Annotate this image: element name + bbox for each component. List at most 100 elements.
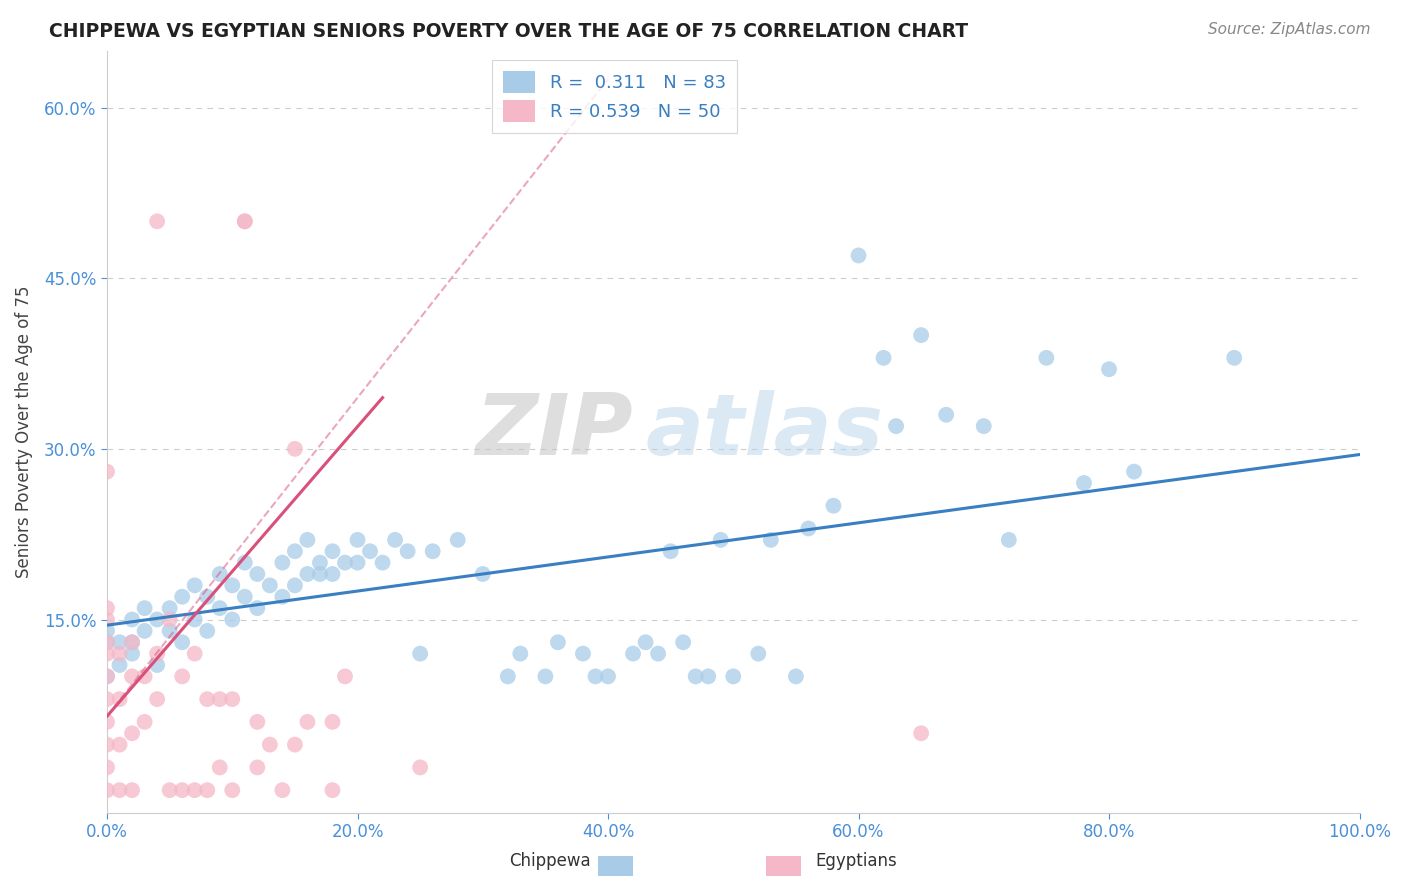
Point	[246, 714, 269, 729]
Point	[121, 647, 143, 661]
Point	[134, 601, 156, 615]
Text: atlas: atlas	[645, 391, 884, 474]
Point	[208, 760, 231, 774]
Point	[271, 783, 294, 797]
Point	[723, 669, 745, 683]
Point	[233, 590, 256, 604]
Point	[159, 783, 181, 797]
Point	[121, 635, 143, 649]
Point	[572, 647, 595, 661]
Point	[96, 647, 118, 661]
Point	[321, 714, 343, 729]
Point	[1098, 362, 1121, 376]
Point	[108, 647, 131, 661]
Point	[547, 635, 569, 649]
Y-axis label: Seniors Poverty Over the Age of 75: Seniors Poverty Over the Age of 75	[15, 285, 32, 578]
Point	[596, 669, 619, 683]
Point	[195, 624, 218, 638]
Point	[321, 544, 343, 558]
Point	[447, 533, 470, 547]
Point	[935, 408, 957, 422]
Point	[134, 714, 156, 729]
Point	[195, 783, 218, 797]
Point	[333, 556, 356, 570]
Point	[1035, 351, 1057, 365]
Point	[233, 214, 256, 228]
Point	[96, 465, 118, 479]
Point	[233, 556, 256, 570]
Point	[471, 566, 494, 581]
Point	[96, 635, 118, 649]
Point	[785, 669, 807, 683]
Point	[96, 783, 118, 797]
Point	[309, 566, 332, 581]
Point	[96, 624, 118, 638]
Point	[621, 647, 644, 661]
Point	[108, 658, 131, 673]
Point	[496, 669, 519, 683]
Point	[146, 658, 169, 673]
Point	[96, 760, 118, 774]
Point	[422, 544, 444, 558]
Point	[96, 635, 118, 649]
Point	[309, 556, 332, 570]
Point	[96, 738, 118, 752]
Point	[108, 783, 131, 797]
Point	[246, 566, 269, 581]
Point	[1073, 475, 1095, 490]
Point	[534, 669, 557, 683]
Point	[659, 544, 682, 558]
Point	[647, 647, 669, 661]
Point	[208, 601, 231, 615]
Point	[672, 635, 695, 649]
Point	[297, 533, 319, 547]
Point	[509, 647, 531, 661]
Point	[321, 783, 343, 797]
Point	[884, 419, 907, 434]
Point	[910, 726, 932, 740]
Text: Chippewa: Chippewa	[509, 852, 591, 870]
Point	[259, 578, 281, 592]
Point	[108, 738, 131, 752]
Point	[208, 692, 231, 706]
Point	[346, 533, 368, 547]
Point	[409, 760, 432, 774]
Text: CHIPPEWA VS EGYPTIAN SENIORS POVERTY OVER THE AGE OF 75 CORRELATION CHART: CHIPPEWA VS EGYPTIAN SENIORS POVERTY OVE…	[49, 22, 969, 41]
Point	[284, 738, 307, 752]
Point	[96, 601, 118, 615]
Point	[297, 566, 319, 581]
Point	[872, 351, 894, 365]
Point	[246, 760, 269, 774]
Point	[759, 533, 782, 547]
Point	[297, 714, 319, 729]
Point	[159, 613, 181, 627]
Point	[246, 601, 269, 615]
Point	[271, 556, 294, 570]
Point	[108, 635, 131, 649]
Point	[195, 590, 218, 604]
Point	[284, 442, 307, 456]
Point	[973, 419, 995, 434]
Point	[333, 669, 356, 683]
Point	[823, 499, 845, 513]
Point	[146, 613, 169, 627]
Point	[134, 624, 156, 638]
Point	[998, 533, 1021, 547]
Text: Source: ZipAtlas.com: Source: ZipAtlas.com	[1208, 22, 1371, 37]
Point	[1123, 465, 1146, 479]
Point	[259, 738, 281, 752]
Point	[108, 692, 131, 706]
Point	[146, 692, 169, 706]
Point	[121, 669, 143, 683]
Point	[797, 521, 820, 535]
Point	[146, 647, 169, 661]
Point	[159, 601, 181, 615]
Point	[321, 566, 343, 581]
Point	[848, 248, 870, 262]
Point	[121, 783, 143, 797]
Point	[96, 692, 118, 706]
Point	[1223, 351, 1246, 365]
Point	[346, 556, 368, 570]
Point	[710, 533, 733, 547]
Point	[183, 578, 205, 592]
